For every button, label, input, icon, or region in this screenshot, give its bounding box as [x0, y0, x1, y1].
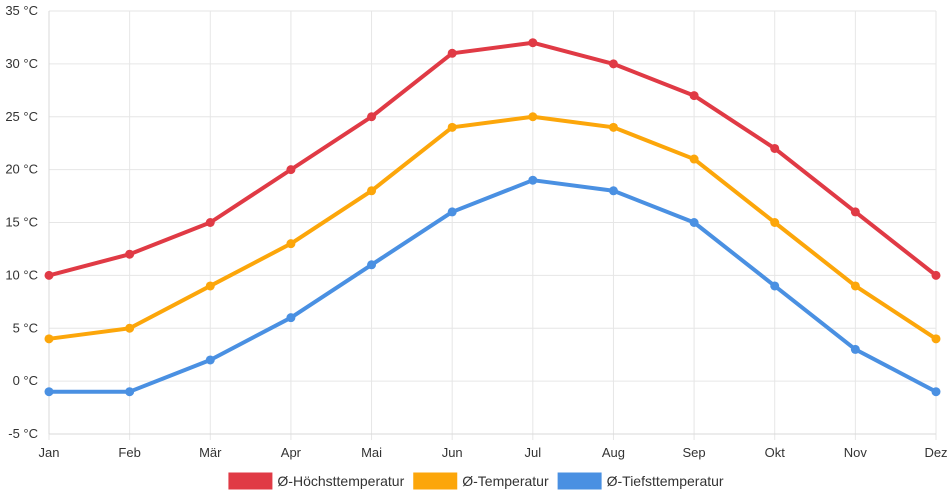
x-tick-label: Mär [199, 445, 222, 460]
x-tick-label: Apr [281, 445, 302, 460]
data-point-series-2[interactable] [770, 218, 780, 227]
series-line-1 [47, 40, 938, 278]
x-tick-label: Sep [683, 445, 706, 460]
data-point-series-1[interactable] [447, 48, 457, 58]
data-point-series-2[interactable] [689, 154, 699, 164]
data-point-series-1[interactable] [205, 218, 215, 227]
data-point-series-3[interactable] [125, 387, 135, 397]
y-tick-label: 0 °C [13, 373, 38, 388]
data-point-series-1[interactable] [44, 270, 54, 280]
y-tick-label: 25 °C [5, 109, 38, 124]
data-point-series-3[interactable] [286, 313, 296, 323]
data-points [44, 38, 941, 397]
y-tick-label: 20 °C [5, 162, 38, 177]
x-tick-label: Nov [844, 445, 868, 460]
x-tick-label: Feb [118, 445, 140, 460]
grid [48, 10, 937, 440]
x-tick-label: Mai [361, 445, 382, 460]
data-point-series-2[interactable] [608, 122, 618, 132]
x-axis: Jan Feb Mär Apr Mai Jun Jul Aug Sep Okt Nov Dez [39, 445, 948, 460]
y-tick-label: 35 °C [5, 3, 38, 18]
legend-label: Ø-Höchsttemperatur [277, 473, 404, 489]
data-point-series-1[interactable] [689, 91, 699, 101]
legend-swatch [228, 472, 273, 490]
y-tick-label: 10 °C [5, 267, 38, 282]
x-tick-label: Jan [39, 445, 60, 460]
data-point-series-3[interactable] [689, 218, 699, 227]
series-line-2 [47, 114, 938, 341]
data-point-series-2[interactable] [447, 122, 457, 132]
data-point-series-1[interactable] [608, 59, 618, 69]
x-tick-label: Dez [924, 445, 947, 460]
y-tick-label: -5 °C [8, 426, 38, 441]
data-point-series-3[interactable] [931, 387, 941, 397]
data-point-series-1[interactable] [367, 112, 377, 122]
data-point-series-2[interactable] [205, 281, 215, 291]
series-line-3 [47, 178, 938, 394]
data-point-series-3[interactable] [367, 260, 377, 270]
legend-item-3[interactable]: Ø-Tiefsttemperatur [557, 472, 724, 490]
x-tick-label: Okt [765, 445, 786, 460]
data-point-series-2[interactable] [850, 281, 860, 291]
data-point-series-3[interactable] [528, 175, 538, 185]
series-lines [47, 40, 938, 394]
data-point-series-1[interactable] [931, 270, 941, 280]
data-point-series-2[interactable] [44, 334, 54, 344]
legend-label: Ø-Tiefsttemperatur [607, 473, 724, 489]
y-tick-label: 15 °C [5, 215, 38, 230]
y-axis: -5 °C 0 °C 5 °C 10 °C 15 °C 20 °C 25 °C 30 °C 35… [5, 3, 38, 441]
data-point-series-2[interactable] [286, 239, 296, 249]
data-point-series-3[interactable] [850, 344, 860, 354]
data-point-series-2[interactable] [125, 323, 135, 333]
data-point-series-1[interactable] [850, 207, 860, 217]
legend-label: Ø-Temperatur [462, 473, 549, 489]
data-point-series-2[interactable] [528, 112, 538, 122]
x-tick-label: Aug [602, 445, 625, 460]
data-point-series-2[interactable] [931, 334, 941, 344]
data-point-series-1[interactable] [286, 165, 296, 175]
data-point-series-2[interactable] [367, 186, 377, 196]
data-point-series-1[interactable] [770, 143, 780, 153]
data-point-series-3[interactable] [770, 281, 780, 291]
y-tick-label: 5 °C [13, 320, 38, 335]
legend-item-1[interactable]: Ø-Höchsttemperatur [228, 472, 405, 490]
x-tick-label: Jun [442, 445, 463, 460]
y-tick-label: 30 °C [5, 56, 38, 71]
data-point-series-3[interactable] [447, 207, 457, 217]
legend-swatch [413, 472, 458, 490]
data-point-series-1[interactable] [125, 249, 135, 259]
legend: Ø-Höchsttemperatur Ø-Temperatur Ø-Tiefstte… [228, 472, 724, 490]
legend-item-2[interactable]: Ø-Temperatur [413, 472, 549, 490]
data-point-series-1[interactable] [528, 38, 538, 48]
legend-swatch [557, 472, 602, 490]
data-point-series-3[interactable] [608, 186, 618, 196]
data-point-series-3[interactable] [205, 355, 215, 365]
data-point-series-3[interactable] [44, 387, 54, 397]
x-tick-label: Jul [525, 445, 542, 460]
